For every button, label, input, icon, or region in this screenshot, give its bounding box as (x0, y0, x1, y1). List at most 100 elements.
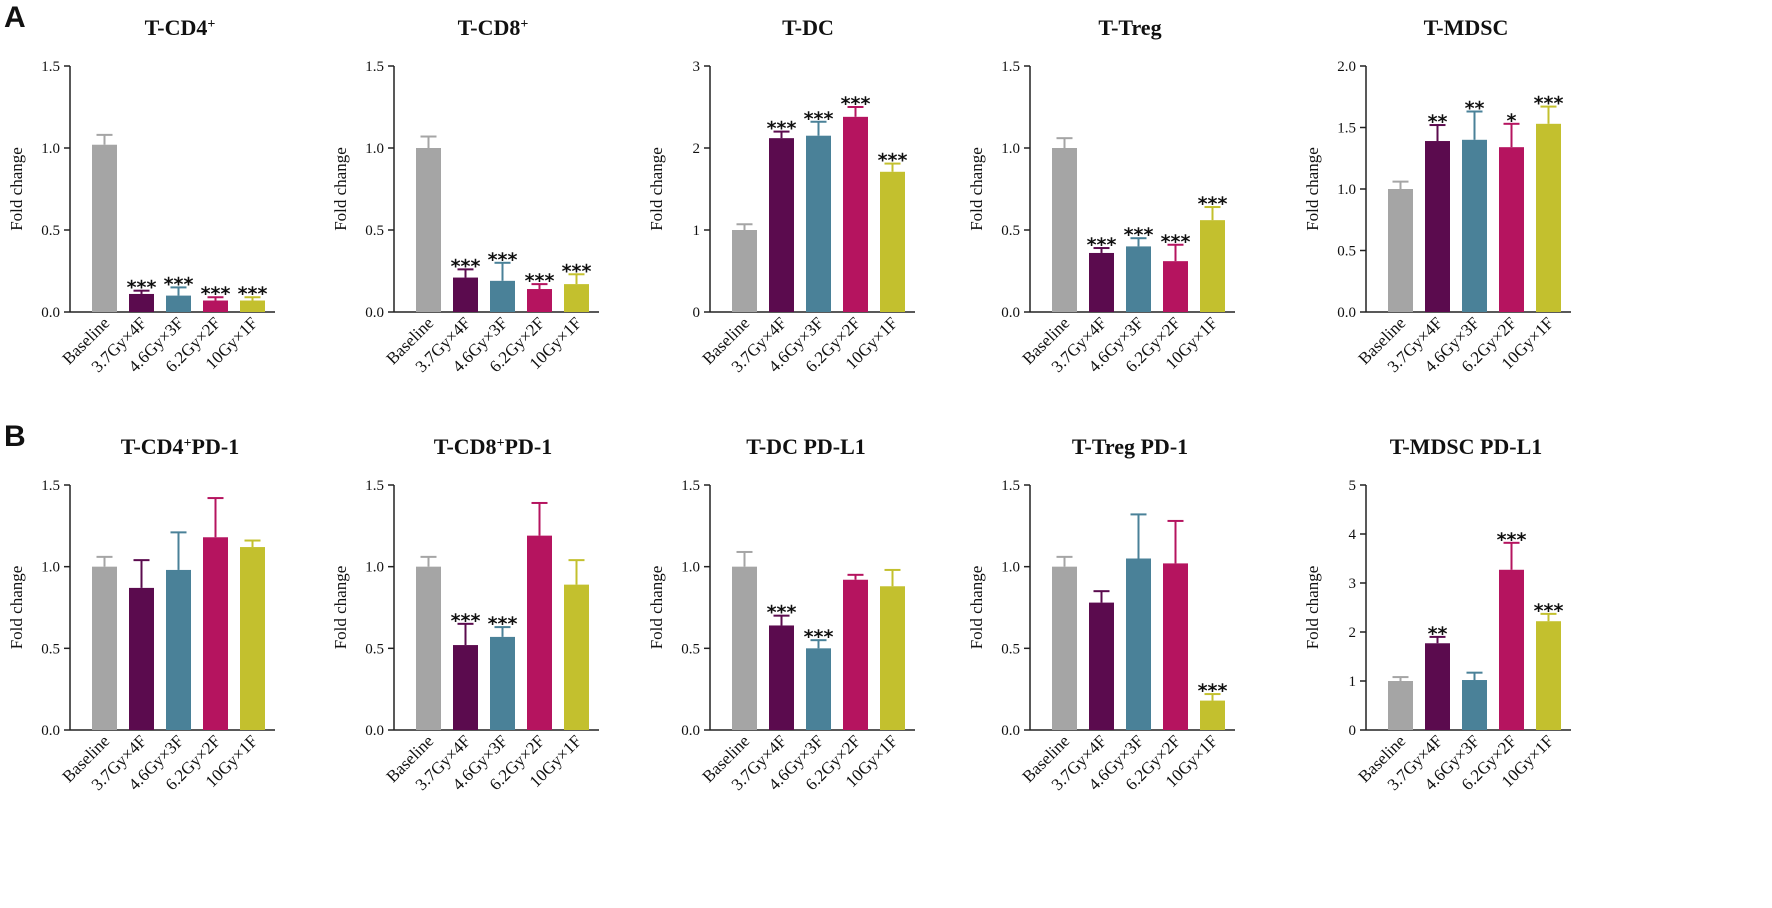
panel-label-b: B (4, 420, 26, 453)
significance-label: *** (1497, 529, 1527, 551)
bar (769, 138, 794, 312)
bar (806, 135, 831, 312)
significance-label: *** (238, 283, 268, 305)
y-tick-label: 0.5 (1001, 641, 1020, 657)
significance-label: *** (562, 260, 592, 282)
bar (490, 280, 515, 312)
chart-title: T-MDSC (1424, 15, 1509, 40)
y-tick-label: 0.0 (681, 723, 700, 739)
significance-label: *** (841, 93, 871, 115)
y-tick-label: 0.5 (1337, 244, 1356, 260)
bar (527, 535, 552, 730)
significance-label: *** (1161, 231, 1191, 253)
significance-label: *** (451, 255, 481, 277)
y-tick-label: 1.0 (365, 560, 384, 576)
significance-label: *** (451, 610, 481, 632)
y-tick-label: 0.0 (1001, 723, 1020, 739)
bar (1200, 700, 1225, 730)
y-tick-label: 1.0 (1001, 141, 1020, 157)
significance-label: *** (1124, 224, 1154, 246)
bar (129, 587, 154, 730)
y-axis-label: Fold change (331, 147, 350, 231)
significance-label: *** (767, 602, 797, 624)
bar (1126, 558, 1151, 730)
bar (1425, 141, 1450, 312)
y-axis-label: Fold change (1303, 147, 1322, 231)
bar (1163, 261, 1188, 312)
bar (564, 284, 589, 312)
y-tick-label: 1.5 (1001, 478, 1020, 494)
bar (453, 645, 478, 730)
chart-title: T-CD4+PD-1 (121, 434, 239, 459)
y-tick-label: 1.0 (1001, 560, 1020, 576)
y-tick-label: 5 (1349, 478, 1357, 494)
y-axis-label: Fold change (967, 147, 986, 231)
bar (1126, 246, 1151, 312)
bar (1089, 252, 1114, 312)
chart-title: T-MDSC PD-L1 (1390, 434, 1543, 459)
panel-label-a: A (4, 1, 26, 34)
y-tick-label: 3 (693, 59, 701, 75)
bar (1200, 220, 1225, 312)
chart-title: T-Treg (1098, 15, 1161, 40)
bar (843, 116, 868, 312)
bar (1536, 621, 1561, 730)
bar (843, 579, 868, 730)
bar (527, 289, 552, 312)
chart-title: T-CD4+ (145, 15, 216, 40)
y-tick-label: 0.0 (365, 723, 384, 739)
bar (166, 569, 191, 730)
bar (416, 148, 441, 312)
bar (880, 586, 905, 730)
y-tick-label: 0.0 (1337, 305, 1356, 321)
bar (203, 300, 228, 312)
bar (806, 648, 831, 730)
y-tick-label: 1.0 (365, 141, 384, 157)
chart-title: T-DC (782, 15, 834, 40)
significance-label: *** (164, 273, 194, 295)
y-tick-label: 0.0 (41, 305, 60, 321)
y-tick-label: 1.0 (41, 560, 60, 576)
bar (880, 171, 905, 312)
significance-label: *** (767, 118, 797, 140)
y-tick-label: 1 (1349, 674, 1357, 690)
y-tick-label: 0 (693, 305, 701, 321)
y-tick-label: 1.5 (41, 59, 60, 75)
bar (453, 277, 478, 312)
y-axis-label: Fold change (7, 147, 26, 231)
y-tick-label: 1.5 (1337, 121, 1356, 137)
significance-label: *** (1087, 234, 1117, 256)
significance-label: *** (1534, 93, 1564, 115)
significance-label: *** (201, 283, 231, 305)
y-tick-label: 0.0 (41, 723, 60, 739)
y-tick-label: 3 (1349, 576, 1357, 592)
y-axis-label: Fold change (967, 566, 986, 650)
bar (1388, 681, 1413, 730)
y-axis-label: Fold change (331, 566, 350, 650)
y-tick-label: 1.0 (41, 141, 60, 157)
bar (490, 636, 515, 730)
bar (1425, 643, 1450, 730)
bar (92, 144, 117, 312)
bar (1388, 189, 1413, 312)
y-tick-label: 2 (1349, 625, 1357, 641)
bar (1499, 147, 1524, 312)
bar (1089, 602, 1114, 730)
y-tick-label: 0 (1349, 723, 1357, 739)
y-tick-label: 0.5 (1001, 223, 1020, 239)
significance-label: *** (488, 613, 518, 635)
y-tick-label: 0.5 (365, 223, 384, 239)
bar (240, 300, 265, 312)
y-axis-label: Fold change (1303, 566, 1322, 650)
y-tick-label: 0.0 (1001, 305, 1020, 321)
significance-label: *** (1198, 193, 1228, 215)
significance-label: *** (1534, 600, 1564, 622)
